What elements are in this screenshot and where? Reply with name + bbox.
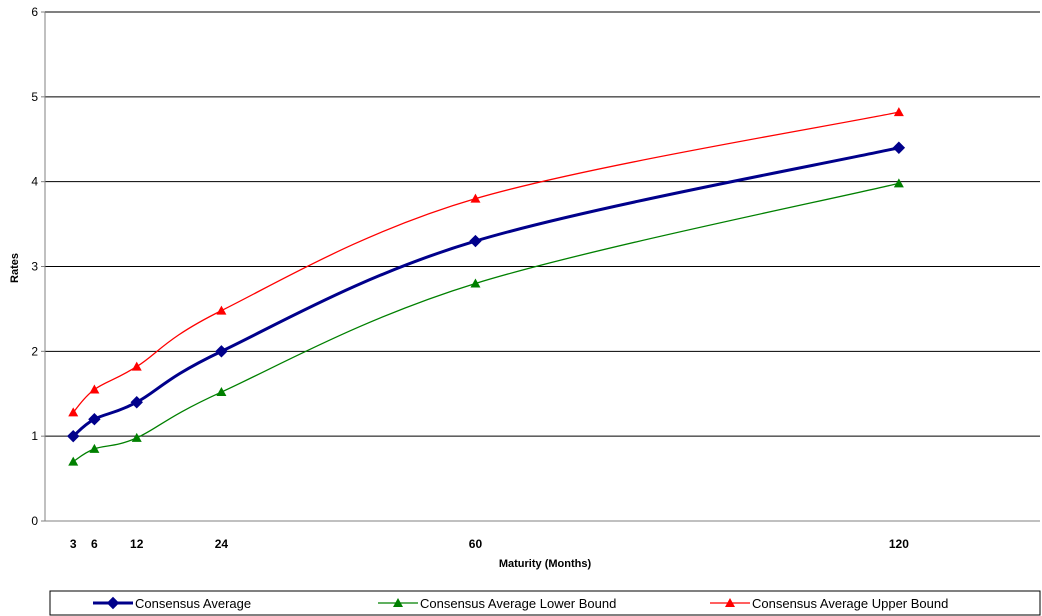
data-point xyxy=(215,345,228,358)
legend-marker xyxy=(106,596,120,610)
data-point xyxy=(216,305,227,315)
data-point xyxy=(470,193,481,203)
series-line xyxy=(72,111,899,413)
legend-item: Consensus Average Upper Bound xyxy=(710,596,948,611)
data-point xyxy=(88,412,101,426)
series-0 xyxy=(67,141,906,443)
y-tick-label: 2 xyxy=(31,344,38,358)
series-1 xyxy=(68,178,904,466)
legend-marker xyxy=(393,598,403,607)
x-tick-label: 3 xyxy=(70,537,77,551)
series-layer xyxy=(67,107,906,466)
y-tick-label: 3 xyxy=(31,260,38,274)
data-point xyxy=(893,178,904,188)
y-tick-label: 5 xyxy=(31,90,38,104)
legend-item: Consensus Average xyxy=(93,596,251,611)
y-tick-label: 0 xyxy=(31,514,38,528)
legend: Consensus Average Consensus Average Lower… xyxy=(93,596,948,611)
legend-item: Consensus Average Lower Bound xyxy=(378,596,616,611)
x-tick-label: 6 xyxy=(91,537,98,551)
data-point xyxy=(892,141,906,154)
y-tick-label: 4 xyxy=(31,175,38,189)
legend-box xyxy=(49,590,1041,616)
data-point xyxy=(131,361,142,371)
data-point xyxy=(470,278,481,288)
data-point xyxy=(216,387,227,397)
legend-label: Consensus Average Lower Bound xyxy=(420,596,616,611)
y-axis-title: Rates xyxy=(9,253,21,283)
data-point xyxy=(130,396,143,409)
y-axis-ticks: 0 1 2 3 4 5 6 xyxy=(31,5,45,528)
y-tick-label: 6 xyxy=(31,5,38,19)
data-point xyxy=(469,234,482,248)
data-point xyxy=(89,384,100,394)
x-tick-label: 60 xyxy=(469,537,483,551)
series-line xyxy=(72,182,900,463)
series-2 xyxy=(68,107,904,417)
data-point xyxy=(67,429,80,443)
x-tick-label: 120 xyxy=(889,537,909,551)
x-axis-title: Maturity (Months) xyxy=(499,558,592,570)
x-tick-label: 24 xyxy=(215,537,229,551)
legend-label: Consensus Average Upper Bound xyxy=(752,596,948,611)
legend-label: Consensus Average xyxy=(135,596,251,611)
x-axis-ticks: 3 6 12 24 60 120 xyxy=(70,537,909,551)
data-point xyxy=(893,107,904,117)
legend-marker xyxy=(725,598,735,607)
data-point xyxy=(89,443,100,453)
y-tick-label: 1 xyxy=(31,429,38,443)
x-tick-label: 12 xyxy=(130,537,144,551)
data-point xyxy=(68,456,79,466)
series-line xyxy=(72,146,900,438)
grid-lines xyxy=(45,11,1040,437)
data-point xyxy=(68,407,79,417)
data-point xyxy=(131,432,142,442)
